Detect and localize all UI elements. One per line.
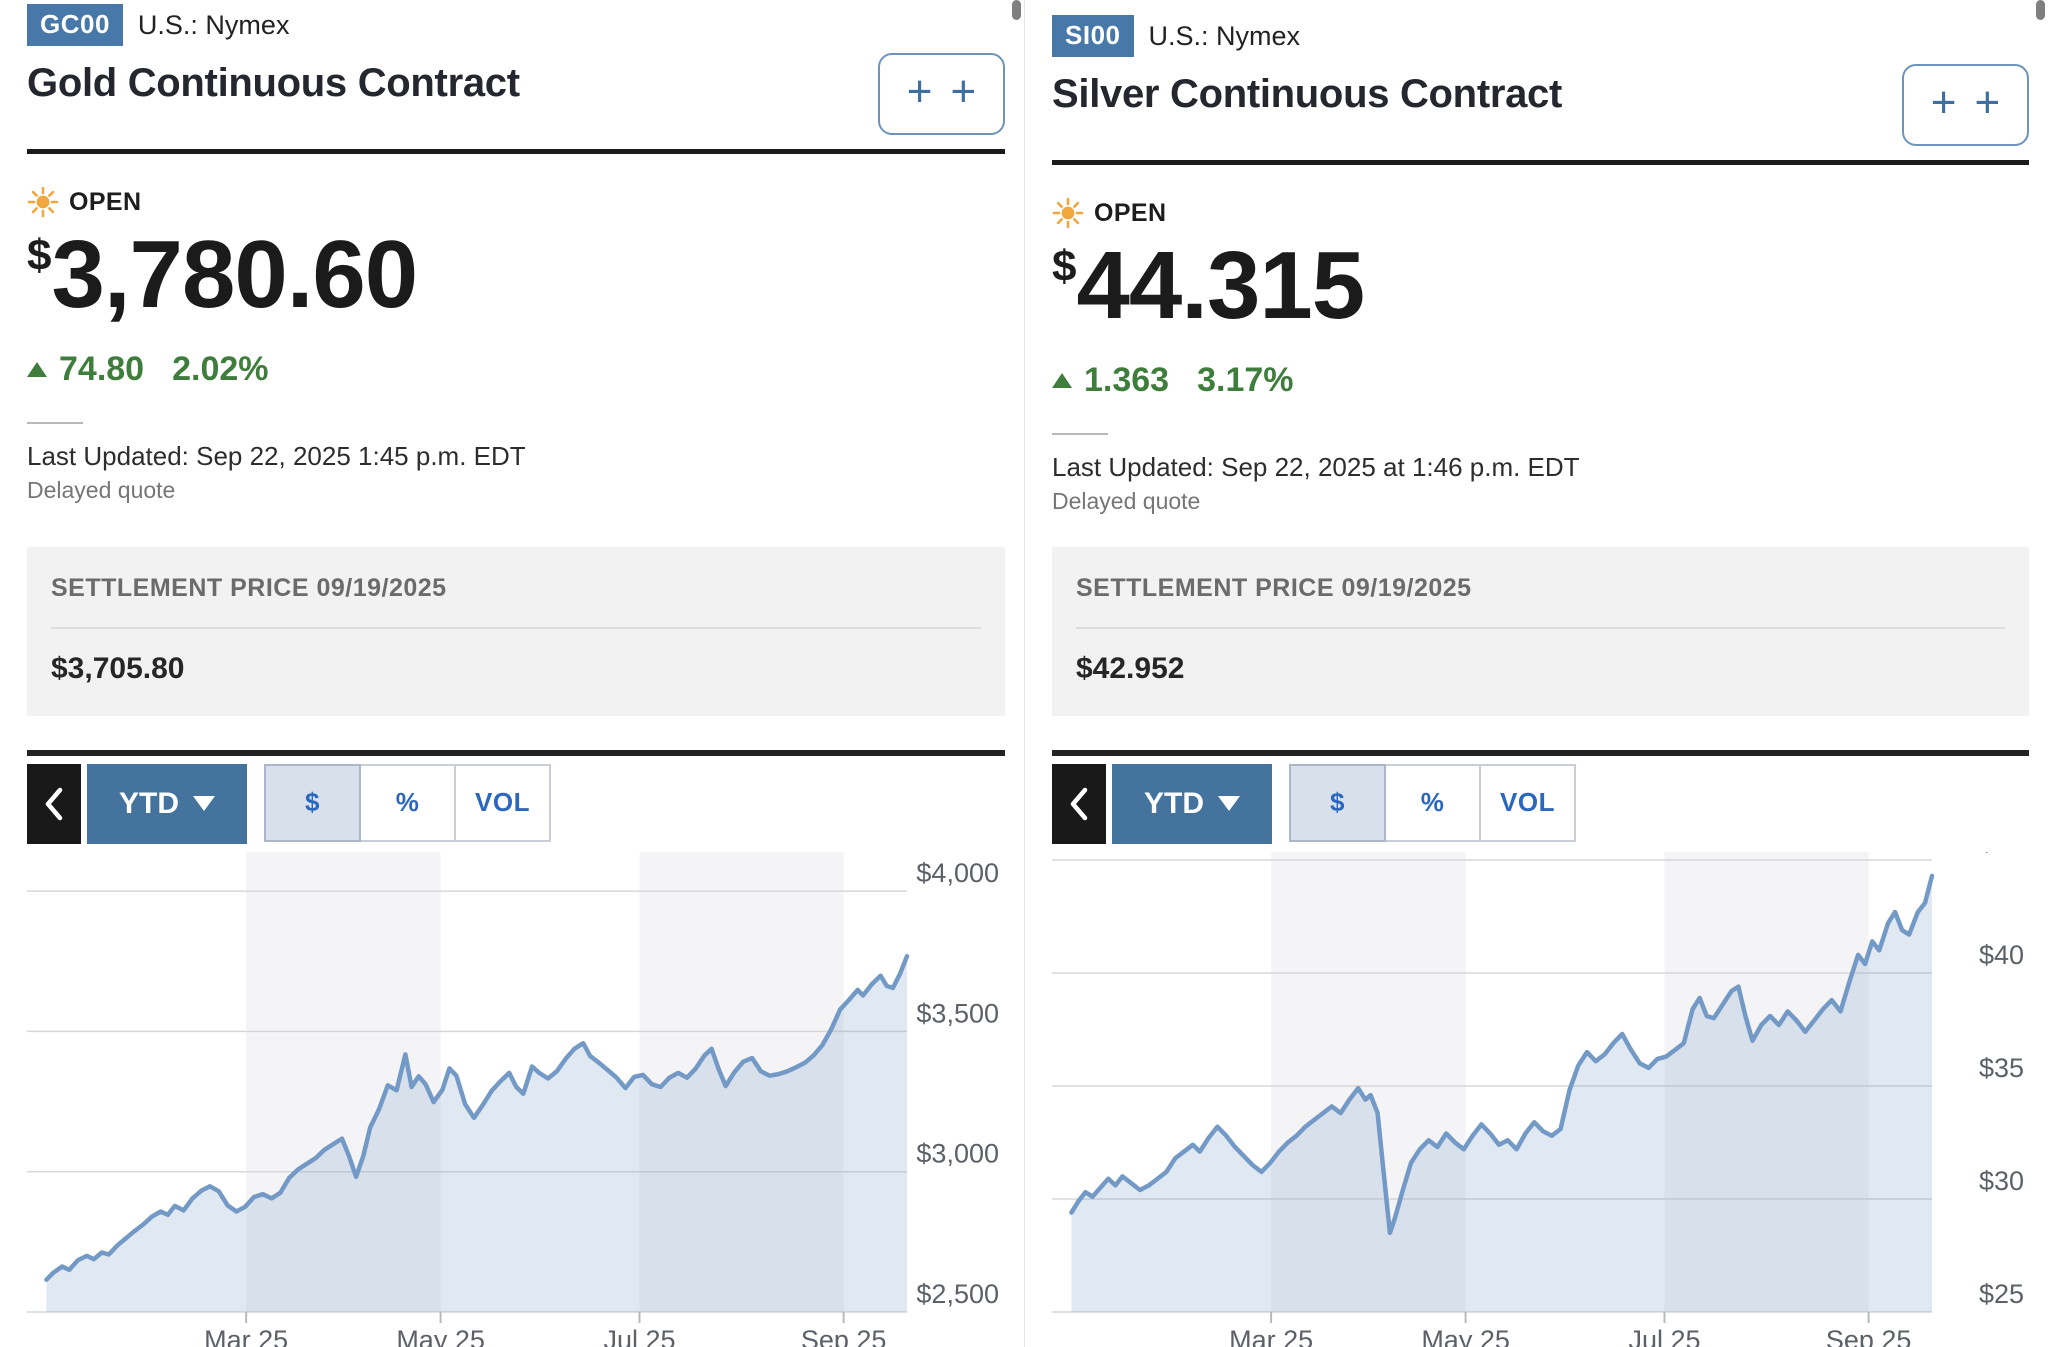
plus-icon: + bbox=[1930, 78, 1957, 127]
last-updated-text: Last Updated: Sep 22, 2025 1:45 p.m. EDT bbox=[27, 440, 526, 471]
exchange-label: U.S.: Nymex bbox=[1148, 20, 1301, 51]
scrollbar-thumb[interactable] bbox=[1012, 0, 1021, 20]
toggle-volume[interactable]: VOL bbox=[1479, 763, 1576, 842]
svg-text:$45: $45 bbox=[1979, 852, 2024, 857]
delayed-quote-note: Delayed quote bbox=[1052, 487, 1201, 514]
settlement-price: $3,705.80 bbox=[51, 651, 185, 685]
quote-panel-silver: SI00 U.S.: Nymex Silver Continuous Contr… bbox=[1024, 0, 2048, 1347]
toggle-dollar[interactable]: $ bbox=[264, 763, 361, 842]
svg-text:$25: $25 bbox=[1979, 1279, 2024, 1309]
settlement-box: SETTLEMENT PRICE 09/19/2025 $42.952 bbox=[1052, 546, 2029, 716]
sun-icon bbox=[27, 186, 59, 218]
svg-text:$40: $40 bbox=[1979, 940, 2024, 970]
page-title: Silver Continuous Contract bbox=[1052, 72, 1563, 116]
ticker-badge: SI00 bbox=[1052, 15, 1134, 57]
chart-mode-toggle-group: $ % VOL bbox=[1289, 763, 1576, 842]
svg-text:Jul 25: Jul 25 bbox=[603, 1325, 675, 1347]
scrollbar-thumb[interactable] bbox=[2036, 0, 2045, 20]
title-divider bbox=[1052, 160, 2029, 165]
title-divider bbox=[27, 149, 1005, 154]
delayed-quote-note: Delayed quote bbox=[27, 476, 176, 503]
svg-text:May 25: May 25 bbox=[396, 1325, 485, 1347]
chart-top-border bbox=[1052, 749, 2029, 756]
price-chart[interactable]: $45 $40 $35 $30 $25 Mar 25 May 25 Jul 25 Sep 25 bbox=[1052, 851, 2030, 1347]
divider bbox=[51, 626, 981, 629]
plus-icon: + bbox=[1974, 78, 2001, 127]
svg-text:Sep 25: Sep 25 bbox=[801, 1325, 887, 1347]
settlement-label: SETTLEMENT PRICE 09/19/2025 bbox=[51, 573, 447, 602]
last-price: 3,780.60 bbox=[51, 221, 418, 328]
up-arrow-icon bbox=[27, 361, 47, 377]
change-percent: 3.17% bbox=[1197, 360, 1294, 399]
market-status-badge: OPEN bbox=[1094, 198, 1167, 227]
change-percent: 2.02% bbox=[172, 349, 269, 388]
up-arrow-icon bbox=[1052, 372, 1072, 388]
currency-symbol: $ bbox=[1052, 242, 1077, 291]
toggle-volume[interactable]: VOL bbox=[454, 763, 551, 842]
caret-down-icon bbox=[1218, 796, 1240, 812]
chevron-left-icon bbox=[45, 787, 63, 821]
divider bbox=[27, 421, 83, 424]
svg-text:$2,500: $2,500 bbox=[916, 1279, 999, 1309]
svg-text:Mar 25: Mar 25 bbox=[204, 1325, 288, 1347]
chart-controls: YTD $ % VOL bbox=[27, 763, 1005, 848]
svg-text:May 25: May 25 bbox=[1421, 1325, 1510, 1347]
add-to-watchlist-button[interactable]: + + bbox=[878, 53, 1005, 135]
divider bbox=[1052, 432, 1108, 435]
caret-down-icon bbox=[193, 796, 215, 812]
change-value: 74.80 bbox=[59, 349, 145, 388]
chart-mode-toggle-group: $ % VOL bbox=[264, 763, 551, 842]
svg-text:$35: $35 bbox=[1979, 1053, 2024, 1083]
chart-top-border bbox=[27, 749, 1005, 756]
toggle-percent[interactable]: % bbox=[359, 763, 456, 842]
exchange-label: U.S.: Nymex bbox=[137, 9, 290, 40]
add-to-watchlist-button[interactable]: + + bbox=[1902, 64, 2029, 146]
plus-icon: + bbox=[950, 67, 977, 116]
last-price: 44.315 bbox=[1076, 232, 1365, 339]
sun-icon bbox=[1052, 197, 1084, 229]
toggle-percent[interactable]: % bbox=[1384, 763, 1481, 842]
svg-text:Mar 25: Mar 25 bbox=[1229, 1325, 1313, 1347]
svg-text:Sep 25: Sep 25 bbox=[1826, 1325, 1912, 1347]
chart-range-dropdown[interactable]: YTD bbox=[87, 763, 247, 844]
chart-range-dropdown[interactable]: YTD bbox=[1112, 763, 1272, 844]
svg-text:$3,500: $3,500 bbox=[916, 998, 999, 1028]
divider bbox=[1076, 626, 2005, 629]
settlement-label: SETTLEMENT PRICE 09/19/2025 bbox=[1076, 573, 1472, 602]
last-updated-text: Last Updated: Sep 22, 2025 at 1:46 p.m. … bbox=[1052, 451, 1580, 482]
change-value: 1.363 bbox=[1084, 360, 1170, 399]
svg-text:$3,000: $3,000 bbox=[916, 1139, 999, 1169]
market-status-badge: OPEN bbox=[69, 187, 142, 216]
plus-icon: + bbox=[906, 67, 933, 116]
svg-text:Jul 25: Jul 25 bbox=[1628, 1325, 1700, 1347]
settlement-box: SETTLEMENT PRICE 09/19/2025 $3,705.80 bbox=[27, 546, 1005, 716]
svg-text:$30: $30 bbox=[1979, 1166, 2024, 1196]
ticker-row: SI00 U.S.: Nymex bbox=[1052, 15, 2029, 57]
toggle-dollar[interactable]: $ bbox=[1289, 763, 1386, 842]
chart-controls: YTD $ % VOL bbox=[1052, 763, 2029, 848]
quote-panel-gold: GC00 U.S.: Nymex Gold Continuous Contrac… bbox=[27, 0, 1021, 1347]
settlement-price: $42.952 bbox=[1076, 651, 1185, 685]
price-chart[interactable]: $4,000 $3,500 $3,000 $2,500 Mar 25 May 25 Jul … bbox=[27, 851, 1005, 1347]
page-title: Gold Continuous Contract bbox=[27, 61, 520, 105]
chevron-left-icon bbox=[1070, 787, 1088, 821]
chart-back-button[interactable] bbox=[1052, 763, 1106, 844]
svg-text:$4,000: $4,000 bbox=[916, 858, 999, 888]
ticker-row: GC00 U.S.: Nymex bbox=[27, 4, 1005, 46]
ticker-badge: GC00 bbox=[27, 4, 123, 46]
chart-back-button[interactable] bbox=[27, 763, 81, 844]
currency-symbol: $ bbox=[27, 231, 52, 280]
